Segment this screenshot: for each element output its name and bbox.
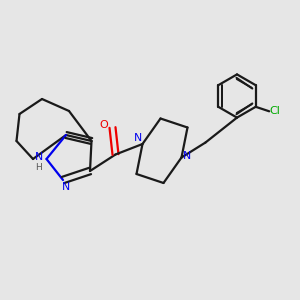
Text: N: N <box>62 182 70 193</box>
Text: H: H <box>36 164 42 172</box>
Text: N: N <box>35 152 43 163</box>
Text: Cl: Cl <box>270 106 280 116</box>
Text: N: N <box>183 151 192 161</box>
Text: N: N <box>134 133 142 143</box>
Text: O: O <box>99 119 108 130</box>
